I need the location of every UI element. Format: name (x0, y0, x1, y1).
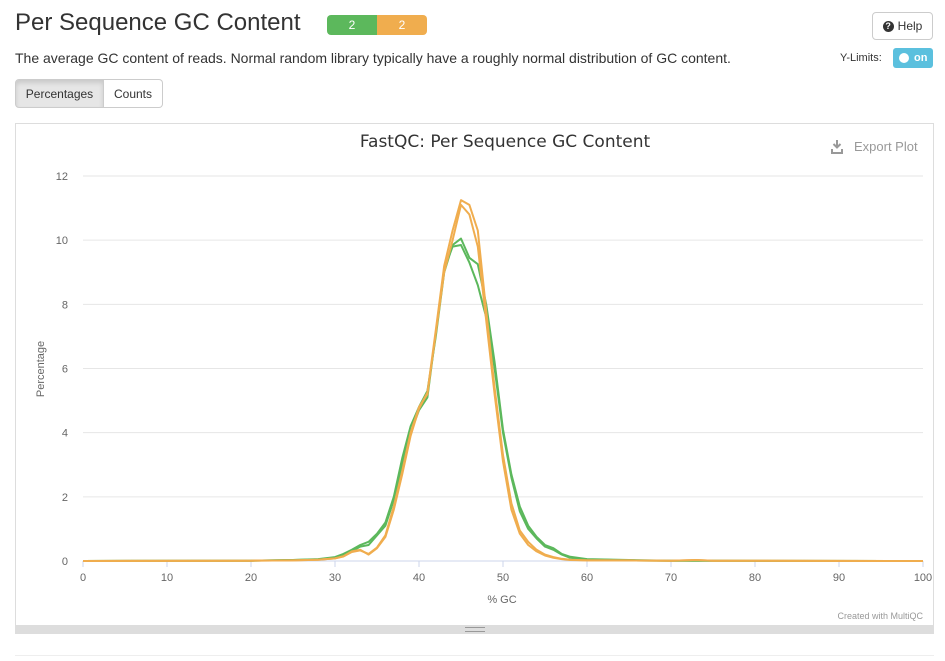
help-button-label: Help (897, 19, 923, 33)
series-line-1[interactable] (82, 237, 924, 562)
x-tick-label: 60 (581, 572, 593, 584)
y-tick-label: 4 (62, 428, 68, 440)
download-icon (831, 140, 843, 154)
pass-count-badge[interactable]: 2 (327, 15, 377, 35)
status-badges: 2 2 (327, 15, 427, 35)
multiqc-credit: Created with MultiQC (837, 611, 923, 621)
x-tick-label: 30 (329, 572, 341, 584)
toggle-knob (899, 53, 909, 63)
page-title: Per Sequence GC Content (15, 9, 301, 36)
x-tick-label: 40 (413, 572, 425, 584)
counts-button[interactable]: Counts (104, 79, 163, 108)
y-tick-label: 0 (62, 556, 68, 568)
ylimits-label: Y-Limits: (840, 52, 882, 64)
section-divider (15, 655, 934, 656)
x-tick-label: 100 (914, 572, 932, 584)
grip-icon (464, 627, 485, 632)
series-line-2[interactable] (82, 244, 924, 562)
x-axis-title: % GC (487, 594, 516, 606)
warn-count-badge[interactable]: 2 (377, 15, 427, 35)
series-line-4[interactable] (82, 203, 924, 562)
x-tick-label: 70 (665, 572, 677, 584)
ylimits-toggle[interactable]: on (893, 48, 933, 68)
series-line-3[interactable] (82, 199, 924, 562)
x-tick-label: 10 (161, 572, 173, 584)
percentages-button[interactable]: Percentages (15, 79, 104, 108)
x-tick-label: 0 (80, 572, 86, 584)
question-circle-icon: ? (882, 20, 894, 32)
y-tick-label: 6 (62, 364, 68, 376)
x-tick-label: 80 (749, 572, 761, 584)
plot-container (15, 123, 934, 634)
help-button[interactable]: ? Help (872, 12, 933, 40)
x-tick-label: 90 (833, 572, 845, 584)
y-axis-title: Percentage (35, 341, 47, 397)
x-tick-label: 50 (497, 572, 509, 584)
data-view-toggle-group: Percentages Counts (15, 79, 163, 108)
section-description: The average GC content of reads. Normal … (15, 50, 731, 66)
plot-resize-handle[interactable] (15, 625, 934, 634)
y-tick-label: 8 (62, 299, 68, 311)
chart-title: FastQC: Per Sequence GC Content (360, 132, 651, 152)
ylimits-toggle-label: on (914, 52, 928, 64)
export-plot-label: Export Plot (854, 139, 918, 154)
x-tick-label: 20 (245, 572, 257, 584)
y-tick-label: 12 (56, 171, 68, 183)
export-plot-button[interactable]: Export Plot (831, 139, 918, 154)
y-tick-label: 2 (62, 492, 68, 504)
y-tick-label: 10 (56, 235, 68, 247)
